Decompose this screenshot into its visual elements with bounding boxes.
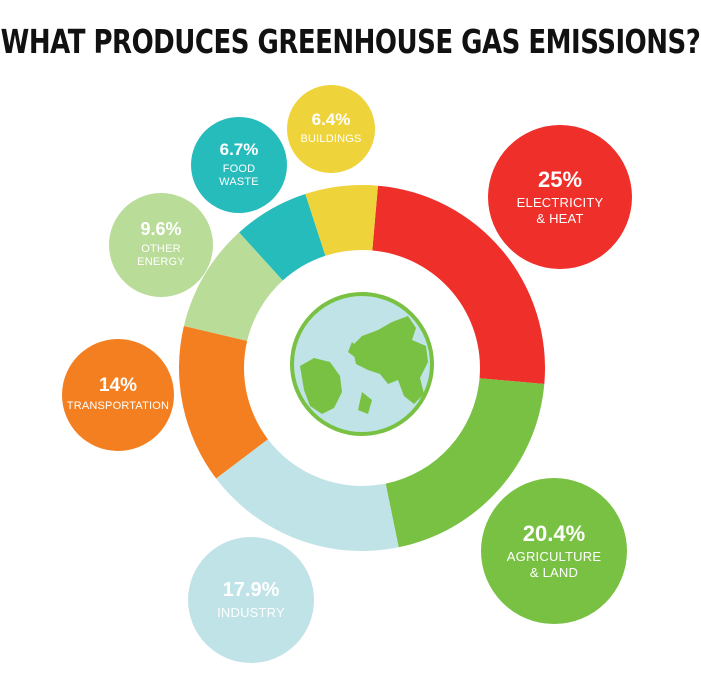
slice-label: AGRICULTURE & LAND — [507, 549, 601, 580]
chart-title: WHAT PRODUCES GREENHOUSE GAS EMISSIONS? — [0, 24, 701, 62]
slice-percent: 20.4% — [522, 520, 586, 546]
slice-label-bubble: 6.4% BUILDINGS — [287, 85, 375, 173]
slice-label-line: TRANSPORTATION — [66, 400, 170, 413]
slice-label: FOOD WASTE — [219, 163, 259, 189]
donut-slice — [372, 185, 545, 384]
donut-slice — [305, 185, 378, 256]
slice-label: OTHER ENERGY — [137, 243, 185, 269]
donut-slice — [183, 232, 283, 341]
slice-percent: 9.6% — [140, 219, 182, 240]
slice-label-bubble: 20.4% AGRICULTURE & LAND — [481, 478, 627, 624]
slice-label-line: WASTE — [219, 175, 259, 188]
slice-percent: 17.9% — [222, 578, 280, 601]
slice-label-line: FOOD — [222, 162, 256, 175]
slice-percent: 6.7% — [219, 139, 259, 159]
donut-slice — [216, 439, 399, 551]
slice-percent: 25% — [537, 166, 583, 192]
slice-label: BUILDINGS — [300, 133, 361, 146]
slice-label-bubble: 17.9% INDUSTRY — [188, 537, 314, 663]
slice-label-line: ENERGY — [137, 256, 185, 269]
slice-label: ELECTRICITY & HEAT — [517, 195, 604, 226]
slice-label: TRANSPORTATION — [67, 400, 169, 413]
donut-slice — [385, 378, 545, 548]
slice-label: INDUSTRY — [217, 605, 285, 621]
slice-label-line: AGRICULTURE — [506, 548, 602, 564]
donut-slice — [178, 325, 268, 479]
slice-label-line: OTHER — [141, 243, 181, 256]
donut-slice — [239, 193, 326, 281]
slice-label-bubble: 6.7% FOOD WASTE — [191, 117, 287, 213]
slice-label-line: & HEAT — [536, 210, 584, 226]
slice-percent: 6.4% — [311, 110, 351, 130]
slice-percent: 14% — [98, 375, 138, 397]
globe-icon — [290, 292, 434, 436]
slice-label-line: ELECTRICITY — [516, 194, 604, 210]
slice-label-bubble: 25% ELECTRICITY & HEAT — [488, 125, 632, 269]
slice-label-line: BUILDINGS — [300, 133, 362, 146]
slice-label-bubble: 9.6% OTHER ENERGY — [109, 193, 213, 297]
slice-label-line: & LAND — [529, 564, 579, 580]
slice-label-bubble: 14% TRANSPORTATION — [62, 339, 174, 451]
slice-label-line: INDUSTRY — [217, 604, 285, 620]
